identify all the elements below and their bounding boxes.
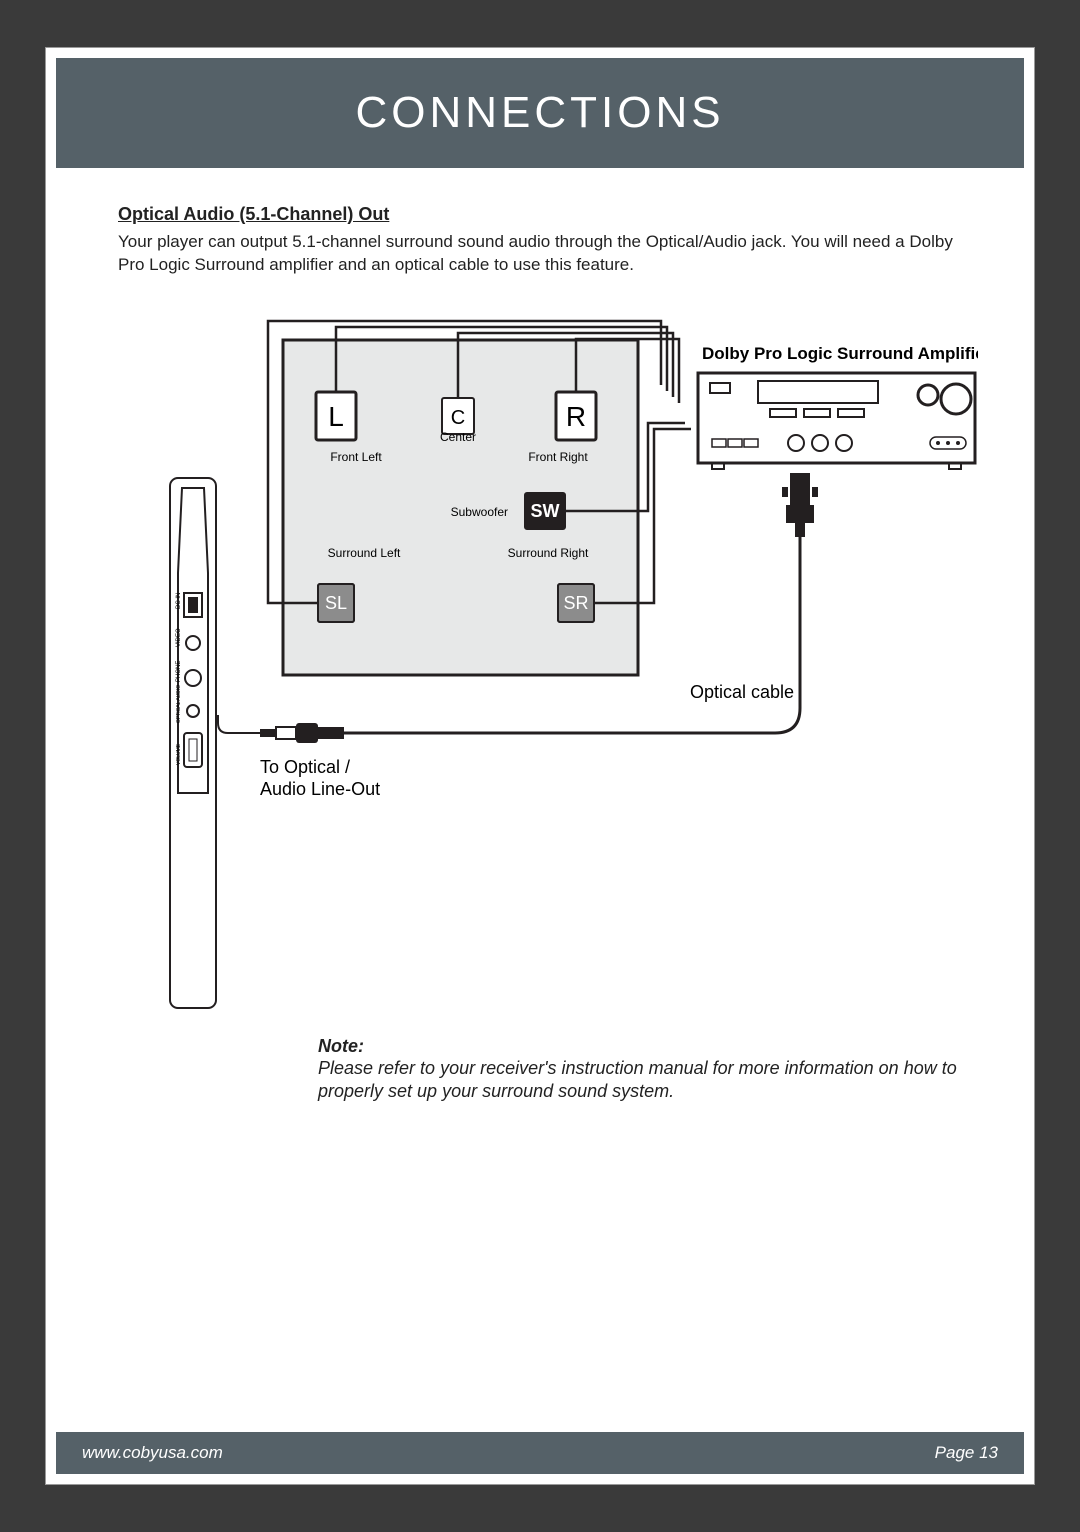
- svg-text:Surround Left: Surround Left: [328, 546, 401, 560]
- svg-text:Audio Line-Out: Audio Line-Out: [260, 779, 380, 799]
- svg-text:SW: SW: [531, 501, 560, 521]
- svg-text:VOLUME: VOLUME: [176, 743, 182, 765]
- page-footer: www.cobyusa.com Page 13: [56, 1432, 1024, 1474]
- footer-page: Page 13: [935, 1443, 998, 1463]
- svg-text:OPTICAL AUDIO: OPTICAL AUDIO: [176, 685, 182, 723]
- svg-text:SL: SL: [325, 593, 347, 613]
- section-subheading: Optical Audio (5.1-Channel) Out: [118, 204, 962, 225]
- svg-text:SR: SR: [563, 593, 588, 613]
- svg-text:Subwoofer: Subwoofer: [451, 505, 508, 519]
- connection-diagram: DC IN VIDEO PHONE OPTICAL AUDIO VOLUME L Front…: [118, 313, 962, 1018]
- svg-text:PHONE: PHONE: [176, 661, 182, 682]
- note-block: Note: Please refer to your receiver's in…: [318, 1036, 962, 1104]
- footer-url: www.cobyusa.com: [82, 1443, 223, 1463]
- svg-text:R: R: [566, 401, 586, 432]
- svg-text:L: L: [328, 401, 344, 432]
- page-title: CONNECTIONS: [355, 88, 724, 138]
- svg-text:Dolby Pro Logic Surround Ampli: Dolby Pro Logic Surround Amplifier: [702, 344, 978, 363]
- section-body: Your player can output 5.1-channel surro…: [118, 231, 962, 277]
- svg-text:Front Right: Front Right: [528, 450, 588, 464]
- note-title: Note:: [318, 1036, 962, 1057]
- page-header: CONNECTIONS: [56, 58, 1024, 168]
- manual-page: CONNECTIONS Optical Audio (5.1-Channel) …: [45, 47, 1035, 1485]
- svg-text:Center: Center: [440, 430, 476, 444]
- svg-text:DC IN: DC IN: [176, 593, 182, 609]
- svg-text:Surround Right: Surround Right: [508, 546, 589, 560]
- svg-text:C: C: [451, 407, 465, 429]
- note-text: Please refer to your receiver's instruct…: [318, 1057, 962, 1104]
- page-content: Optical Audio (5.1-Channel) Out Your pla…: [46, 168, 1034, 1432]
- svg-text:Front Left: Front Left: [330, 450, 382, 464]
- svg-text:VIDEO: VIDEO: [176, 628, 182, 647]
- svg-text:To Optical /: To Optical /: [260, 757, 350, 777]
- svg-text:Optical cable: Optical cable: [690, 682, 794, 702]
